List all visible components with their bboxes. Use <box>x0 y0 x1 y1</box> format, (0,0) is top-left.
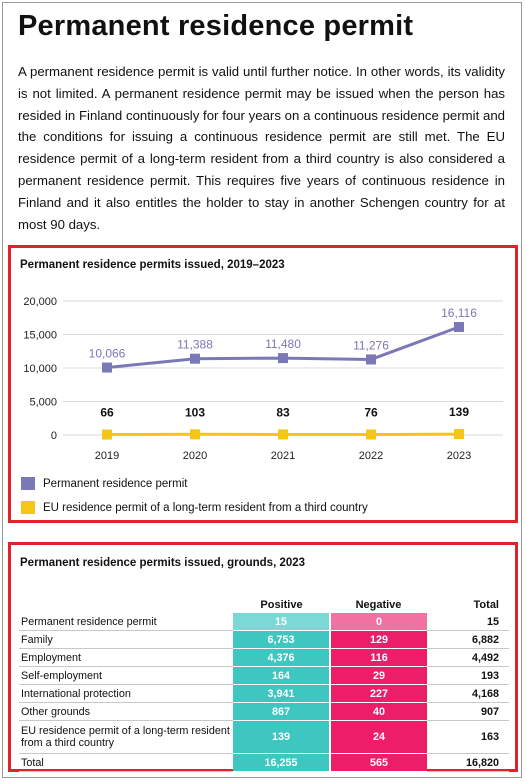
data-point <box>454 429 464 440</box>
negative-cell: 227 <box>330 684 427 703</box>
intro-paragraph: A permanent residence permit is valid un… <box>18 64 505 232</box>
positive-cell: 6,753 <box>233 630 331 649</box>
page-title: Permanent residence permit <box>18 10 414 42</box>
data-label: 10,066 <box>89 347 126 361</box>
header-empty <box>19 597 233 613</box>
data-point <box>190 353 200 364</box>
total-row-label: Total <box>19 753 233 772</box>
row-label: International protection <box>19 684 233 703</box>
row-label: Family <box>19 630 233 649</box>
data-point <box>278 353 288 364</box>
negative-cell: 40 <box>330 702 427 721</box>
y-tick-label: 5,000 <box>29 397 57 409</box>
header-negative: Negative <box>355 599 402 611</box>
y-tick-label: 15,000 <box>23 330 57 342</box>
row-label: Employment <box>19 648 233 667</box>
y-tick-label: 20,000 <box>23 296 57 308</box>
table-row: Self-employment 164 29 193 <box>19 666 509 685</box>
table-total-row: Total 16,255 565 16,820 <box>19 753 509 772</box>
grounds-table-panel: Permanent residence permits issued, grou… <box>8 542 518 772</box>
positive-cell: 4,376 <box>233 648 331 667</box>
positive-cell: 867 <box>233 702 331 721</box>
x-tick-label: 2023 <box>447 450 471 462</box>
total-cell: 193 <box>427 666 509 685</box>
y-tick-label: 10,000 <box>23 363 57 375</box>
table-row: Other grounds 867 40 907 <box>19 702 509 721</box>
table-title: Permanent residence permits issued, grou… <box>20 557 306 569</box>
table-row: EU residence permit of a long-term resid… <box>19 720 509 754</box>
data-label: 76 <box>364 405 378 419</box>
table-row: Family 6,753 129 6,882 <box>19 630 509 649</box>
legend-label-eu: EU residence permit of a long-term resid… <box>43 501 368 514</box>
chart-title: Permanent residence permits issued, 2019… <box>20 259 285 271</box>
grounds-table: Positive Negative Total Permanent reside… <box>19 597 509 772</box>
legend-item-permanent: Permanent residence permit <box>21 477 187 490</box>
total-cell: 6,882 <box>427 630 509 649</box>
positive-cell: 15 <box>233 613 331 631</box>
total-positive-cell: 16,255 <box>233 753 331 772</box>
row-label: EU residence permit of a long-term resid… <box>19 720 233 754</box>
positive-cell: 164 <box>233 666 331 685</box>
data-point <box>102 362 112 373</box>
total-cell: 4,492 <box>427 648 509 667</box>
total-negative-cell: 565 <box>330 753 427 772</box>
negative-cell: 129 <box>330 630 427 649</box>
data-point <box>190 429 200 440</box>
negative-cell: 29 <box>330 666 427 685</box>
x-tick-label: 2020 <box>183 450 207 462</box>
data-point <box>454 322 464 333</box>
data-point <box>366 429 376 440</box>
positive-cell: 139 <box>233 720 331 754</box>
total-cell: 163 <box>427 720 509 754</box>
line-chart-panel: Permanent residence permits issued, 2019… <box>8 245 518 523</box>
data-point <box>278 429 288 440</box>
x-tick-label: 2021 <box>271 450 295 462</box>
data-point <box>102 429 112 440</box>
data-label: 11,276 <box>353 338 389 352</box>
legend-swatch-permanent <box>21 477 35 490</box>
y-tick-label: 0 <box>51 430 57 442</box>
total-total-cell: 16,820 <box>427 753 509 772</box>
row-label: Other grounds <box>19 702 233 721</box>
legend-label-permanent: Permanent residence permit <box>43 477 188 490</box>
header-positive: Positive <box>260 599 303 611</box>
data-label: 66 <box>100 406 114 420</box>
total-cell: 4,168 <box>427 684 509 703</box>
data-label: 11,480 <box>265 337 301 351</box>
table-row: International protection 3,941 227 4,168 <box>19 684 509 703</box>
total-cell: 907 <box>427 702 509 721</box>
legend-item-eu: EU residence permit of a long-term resid… <box>21 501 368 514</box>
line-chart: 0 5,000 10,000 15,000 20,000 2019 2020 2021 2022… <box>23 296 503 462</box>
table-header-row: Positive Negative Total <box>19 597 509 613</box>
data-label: 16,116 <box>441 306 477 320</box>
table-row: Employment 4,376 116 4,492 <box>19 648 509 667</box>
negative-cell: 116 <box>330 648 427 667</box>
row-label: Self-employment <box>19 666 233 685</box>
header-total: Total <box>473 599 499 611</box>
data-label: 139 <box>449 405 469 419</box>
data-label: 103 <box>185 405 205 419</box>
x-tick-label: 2019 <box>95 450 119 462</box>
data-label: 83 <box>276 405 290 419</box>
table-row: Permanent residence permit 15 0 15 <box>19 613 509 631</box>
total-cell: 15 <box>427 613 509 631</box>
row-label: Permanent residence permit <box>19 613 233 631</box>
positive-cell: 3,941 <box>233 684 331 703</box>
legend-swatch-eu <box>21 501 35 514</box>
negative-cell: 0 <box>330 613 427 631</box>
x-tick-label: 2022 <box>359 450 383 462</box>
data-point <box>366 354 376 365</box>
negative-cell: 24 <box>330 720 427 754</box>
data-label: 11,388 <box>177 338 213 352</box>
